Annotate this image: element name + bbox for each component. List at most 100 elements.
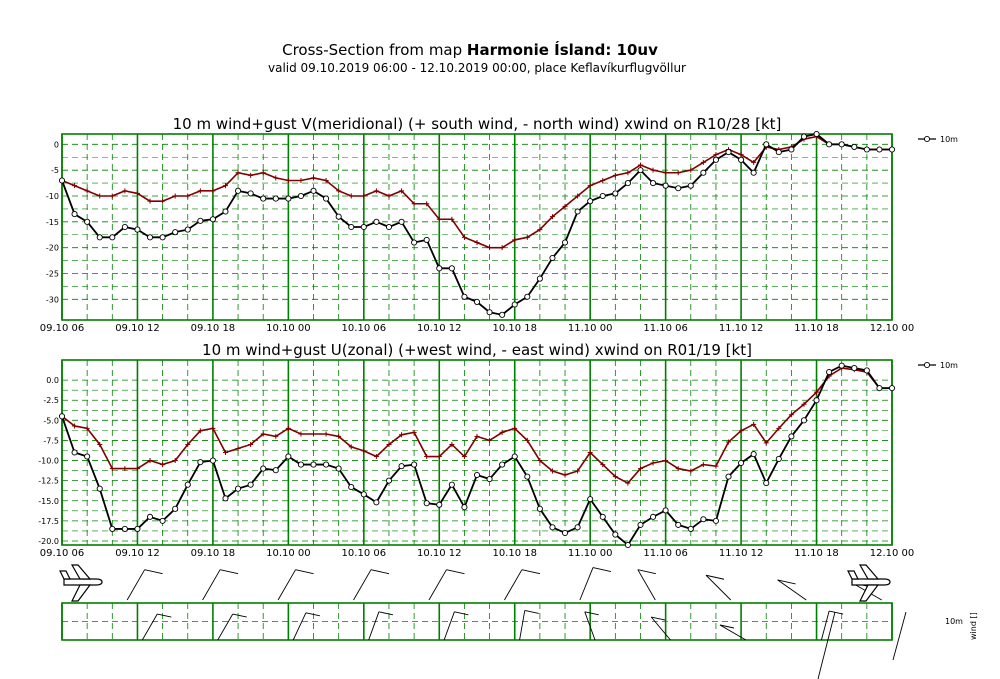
gust-point xyxy=(788,412,794,418)
wind-point xyxy=(209,457,216,464)
wind-barb-staff xyxy=(637,569,656,601)
wind-point xyxy=(310,461,317,468)
gust-point xyxy=(97,441,103,447)
wind-barb-staff xyxy=(504,569,523,601)
airplane-icon xyxy=(847,564,891,602)
y-tick-label: -25 xyxy=(46,270,59,279)
gust-point xyxy=(386,193,392,199)
wind-point xyxy=(285,453,292,460)
y-tick-label: 0 xyxy=(54,140,59,149)
wind-point xyxy=(448,481,455,488)
x-tick-label: 09.10 06 xyxy=(40,323,85,334)
gust-point xyxy=(72,183,78,189)
y-tick-label: -12.5 xyxy=(38,477,59,486)
gust-point xyxy=(575,193,581,199)
wind-barb-staff xyxy=(817,611,836,679)
gust-point xyxy=(323,178,329,183)
wind-barb-flag xyxy=(777,579,796,585)
gust-point xyxy=(147,198,153,204)
wind-point xyxy=(662,507,669,514)
wind-point xyxy=(750,451,757,458)
gust-point xyxy=(713,463,719,469)
wind-barb-flag xyxy=(705,574,725,580)
wind-barb-staff xyxy=(353,569,372,601)
wind-point xyxy=(71,449,78,456)
gust-point xyxy=(248,441,254,447)
gust-point xyxy=(361,193,367,199)
gust-point xyxy=(84,425,90,431)
wind-barb-staff xyxy=(277,569,296,601)
wind-point xyxy=(385,223,393,231)
gust-point xyxy=(424,454,430,460)
wind-barb-staff xyxy=(584,611,596,641)
gust-point xyxy=(474,240,480,245)
wind-point xyxy=(738,459,745,467)
gust-point xyxy=(625,170,631,176)
wind-point xyxy=(612,190,619,197)
wind-point xyxy=(863,146,870,153)
gust-point xyxy=(512,237,518,243)
gust-point xyxy=(185,441,191,447)
gust-point xyxy=(298,178,304,183)
wind-point xyxy=(411,461,418,468)
wind-barb-flag xyxy=(592,567,612,572)
gust-point xyxy=(650,460,656,466)
x-tick-label: 11.10 06 xyxy=(643,323,688,334)
y-tick-label: -10.0 xyxy=(38,457,59,466)
wind-barb-staff xyxy=(777,579,807,601)
wind-point xyxy=(826,369,833,376)
gust-point xyxy=(311,431,317,437)
wind-point xyxy=(159,517,166,524)
gust-point xyxy=(160,462,166,468)
y-tick-label: -2.5 xyxy=(43,396,59,405)
wind-point xyxy=(511,453,518,460)
wind-point xyxy=(172,505,179,512)
wind-point xyxy=(624,541,631,549)
gust-point xyxy=(235,445,241,451)
wind-panel-axis-label: wind [] xyxy=(969,612,978,640)
legend-label: 10m xyxy=(940,135,958,144)
wind-point xyxy=(436,501,443,508)
wind-barb-staff xyxy=(368,611,380,641)
wind-point xyxy=(813,397,820,404)
x-tick-label: 10.10 18 xyxy=(492,548,537,559)
y-tick-label: -15 xyxy=(46,218,59,227)
x-tick-label: 10.10 06 xyxy=(342,323,387,334)
gust-point xyxy=(675,170,681,176)
gust-point xyxy=(512,425,518,431)
wind-point xyxy=(222,495,229,502)
wind-point xyxy=(146,513,154,520)
wind-point xyxy=(84,453,91,460)
wind-barb-staff xyxy=(519,610,526,641)
wind-series-line xyxy=(61,364,892,547)
wind-barb-panel: 10m wind [] xyxy=(59,564,978,679)
x-tick-label: 12.10 00 xyxy=(870,548,915,559)
gust-point xyxy=(348,193,354,199)
wind-point xyxy=(335,465,342,472)
meridional-wind-chart: 10 m wind+gust V(meridional) (+ south wi… xyxy=(40,115,958,334)
wind-point xyxy=(637,521,644,528)
gust-point xyxy=(109,193,115,199)
x-tick-label: 11.10 06 xyxy=(643,548,688,559)
wind-point xyxy=(499,311,506,318)
gust-point xyxy=(361,448,367,454)
gust-point xyxy=(373,188,379,194)
gust-point xyxy=(637,466,643,472)
gust-point xyxy=(487,437,493,443)
wind-point xyxy=(587,198,594,205)
wind-point xyxy=(499,461,506,468)
airplane-icon xyxy=(59,564,103,602)
wind-barb-staff xyxy=(650,616,671,641)
wind-point xyxy=(58,177,66,184)
wind-point xyxy=(687,182,694,189)
gust-point xyxy=(814,389,820,395)
gust-point xyxy=(348,444,354,450)
wind-point xyxy=(184,226,191,233)
wind-point xyxy=(599,513,606,520)
wind-point xyxy=(121,223,128,231)
gust-series-line xyxy=(61,367,892,485)
wind-point xyxy=(524,473,531,480)
gust-point xyxy=(260,431,266,437)
gust-point xyxy=(399,188,405,194)
wind-barb-staff xyxy=(202,569,221,601)
